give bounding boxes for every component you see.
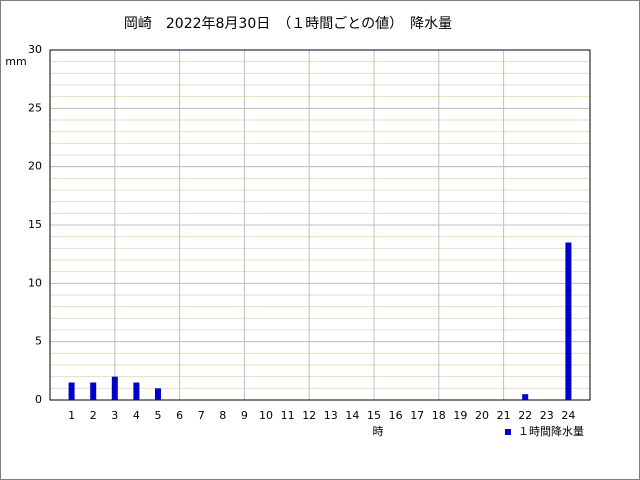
y-tick-label: 25 [28, 101, 42, 114]
x-tick-label: 20 [475, 409, 489, 422]
bar [565, 242, 572, 400]
x-tick-label: 17 [410, 409, 424, 422]
y-unit: mm [5, 55, 26, 68]
x-tick-label: 10 [259, 409, 273, 422]
x-tick-label: 12 [302, 409, 316, 422]
x-tick-label: 3 [111, 409, 118, 422]
x-tick-label: 15 [367, 409, 381, 422]
x-tick-label: 8 [219, 409, 226, 422]
x-tick-label: 2 [90, 409, 97, 422]
x-tick-label: 16 [389, 409, 403, 422]
y-tick-label: 0 [35, 393, 42, 406]
x-tick-label: 19 [453, 409, 467, 422]
y-tick-label: 15 [28, 218, 42, 231]
legend-swatch [505, 429, 511, 435]
bar [90, 382, 97, 400]
bar [155, 388, 161, 400]
legend-label: １時間降水量 [518, 424, 584, 438]
x-tick-label: 4 [133, 409, 140, 422]
bar [133, 382, 140, 400]
bar [68, 382, 75, 400]
x-tick-label: 23 [540, 409, 554, 422]
x-tick-label: 11 [281, 409, 295, 422]
x-tick-label: 22 [518, 409, 532, 422]
x-tick-label: 6 [176, 409, 183, 422]
x-tick-label: 24 [561, 409, 575, 422]
bar [522, 394, 529, 400]
y-tick-label: 10 [28, 276, 42, 289]
chart-title: 岡崎 2022年8月30日 （１時間ごとの値） 降水量 [124, 16, 452, 32]
x-tick-label: 5 [155, 409, 162, 422]
x-tick-label: 7 [198, 409, 205, 422]
y-tick-label: 30 [28, 43, 42, 56]
x-axis-label: 時 [373, 425, 384, 438]
y-tick-label: 5 [35, 335, 42, 348]
x-tick-label: 21 [497, 409, 511, 422]
plot-border [49, 49, 591, 401]
x-tick-label: 18 [432, 409, 446, 422]
x-tick-label: 14 [345, 409, 359, 422]
x-tick-label: 13 [324, 409, 338, 422]
bar [111, 376, 118, 400]
x-tick-label: 9 [241, 409, 248, 422]
x-tick-label: 1 [68, 409, 75, 422]
y-tick-label: 20 [28, 160, 42, 173]
